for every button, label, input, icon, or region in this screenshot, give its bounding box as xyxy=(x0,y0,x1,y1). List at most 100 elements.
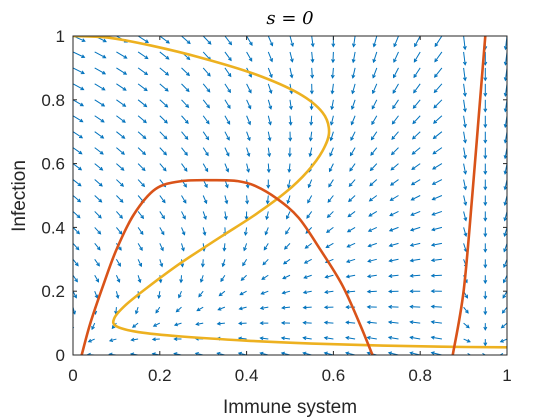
quiver-arrowhead xyxy=(185,88,190,93)
quiver-arrow xyxy=(367,321,377,324)
quiver-arrow xyxy=(181,211,186,219)
quiver-arrow xyxy=(224,36,232,45)
quiver-arrow xyxy=(202,36,212,45)
quiver-arrow xyxy=(94,163,103,171)
quiver-arrowhead xyxy=(483,155,488,160)
quiver-arrow xyxy=(202,115,210,124)
quiver-arrowhead xyxy=(388,258,393,263)
quiver-arrowhead xyxy=(268,89,273,95)
quiver-arrow xyxy=(346,274,356,278)
quiver-arrowhead xyxy=(91,325,95,331)
quiver-arrowhead xyxy=(282,260,288,265)
quiver-arrow xyxy=(367,274,377,278)
quiver-arrowhead xyxy=(349,167,354,172)
quiver-arrow xyxy=(94,67,106,75)
quiver-arrowhead xyxy=(260,291,265,295)
quiver-arrowhead xyxy=(173,337,178,342)
quiver-arrow xyxy=(388,321,399,324)
quiver-arrow xyxy=(73,67,85,74)
quiver-arrow xyxy=(200,275,204,283)
quiver-arrowhead xyxy=(117,262,121,267)
quiver-arrow xyxy=(502,306,507,314)
quiver-arrowhead xyxy=(393,43,398,48)
quiver-arrow xyxy=(137,147,146,155)
quiver-arrowhead xyxy=(129,352,135,355)
y-axis-label: Infection xyxy=(9,160,30,232)
quiver-arrowhead xyxy=(163,135,168,140)
quiver-arrowhead xyxy=(218,292,223,297)
quiver-arrow xyxy=(433,99,443,109)
quiver-arrow xyxy=(153,322,161,327)
quiver-arrow xyxy=(222,259,226,267)
quiver-arrow xyxy=(368,211,378,217)
quiver-arrowhead xyxy=(281,290,286,295)
quiver-arrowhead xyxy=(121,135,126,139)
series-curve-0 xyxy=(73,36,507,349)
quiver-arrow xyxy=(284,243,291,250)
x-tick-label: 0.4 xyxy=(235,366,259,385)
quiver-arrow xyxy=(137,163,146,171)
quiver-arrow xyxy=(392,99,399,109)
quiver-arrowhead xyxy=(503,155,507,160)
quiver-arrow xyxy=(224,195,228,204)
quiver-arrow xyxy=(308,179,313,188)
quiver-arrow xyxy=(246,99,252,109)
quiver-arrowhead xyxy=(74,262,79,267)
quiver-arrow xyxy=(289,51,293,62)
quiver-arrow xyxy=(137,259,142,267)
quiver-arrow xyxy=(389,211,399,217)
quiver-arrow xyxy=(391,131,399,140)
quiver-arrowhead xyxy=(199,278,204,283)
quiver-arrowhead xyxy=(81,54,86,59)
quiver-arrow xyxy=(94,227,101,235)
quiver-arrow xyxy=(223,243,226,251)
quiver-arrowhead xyxy=(138,262,143,268)
quiver-arrowhead xyxy=(96,246,101,251)
quiver-arrow xyxy=(246,147,250,157)
quiver-arrowhead xyxy=(409,227,415,232)
quiver-arrow xyxy=(393,36,399,47)
quiver-arrowhead xyxy=(503,201,507,206)
quiver-arrow xyxy=(390,195,399,201)
quiver-arrow xyxy=(181,36,191,44)
quiver-arrowhead xyxy=(345,320,350,325)
quiver-arrow xyxy=(392,115,399,125)
quiver-arrow xyxy=(116,51,127,59)
quiver-arrow xyxy=(282,274,291,279)
quiver-arrowhead xyxy=(160,231,165,236)
quiver-arrow xyxy=(347,226,356,233)
quiver-arrow xyxy=(267,115,272,125)
quiver-arrowhead xyxy=(242,262,246,267)
quiver-arrowhead xyxy=(349,152,354,157)
quiver-arrowhead xyxy=(462,108,467,113)
quiver-arrow xyxy=(224,67,232,77)
quiver-arrow xyxy=(224,115,231,125)
quiver-arrow xyxy=(246,36,253,46)
quiver-arrowhead xyxy=(120,182,125,187)
quiver-arrowhead xyxy=(370,136,375,141)
quiver-arrow xyxy=(311,36,314,47)
quiver-arrowhead xyxy=(387,320,393,325)
quiver-arrowhead xyxy=(151,352,156,355)
quiver-arrow xyxy=(412,115,421,124)
quiver-arrowhead xyxy=(286,199,291,205)
quiver-arrow xyxy=(159,243,164,251)
quiver-arrowhead xyxy=(163,119,168,124)
quiver-arrowhead xyxy=(463,123,467,129)
quiver-arrowhead xyxy=(483,342,488,347)
quiver-arrow xyxy=(260,306,269,309)
quiver-arrowhead xyxy=(204,184,208,189)
quiver-arrow xyxy=(392,83,399,94)
quiver-arrow xyxy=(349,163,356,172)
quiver-arrow xyxy=(463,322,470,329)
quiver-arrowhead xyxy=(259,336,264,341)
quiver-arrowhead xyxy=(246,136,251,142)
quiver-arrowhead xyxy=(196,307,201,312)
quiver-arrowhead xyxy=(165,71,170,76)
quiver-arrow xyxy=(289,115,292,125)
quiver-arrowhead xyxy=(247,105,252,110)
quiver-arrowhead xyxy=(430,242,436,247)
quiver-arrow xyxy=(202,83,211,93)
quiver-arrow xyxy=(159,99,168,108)
